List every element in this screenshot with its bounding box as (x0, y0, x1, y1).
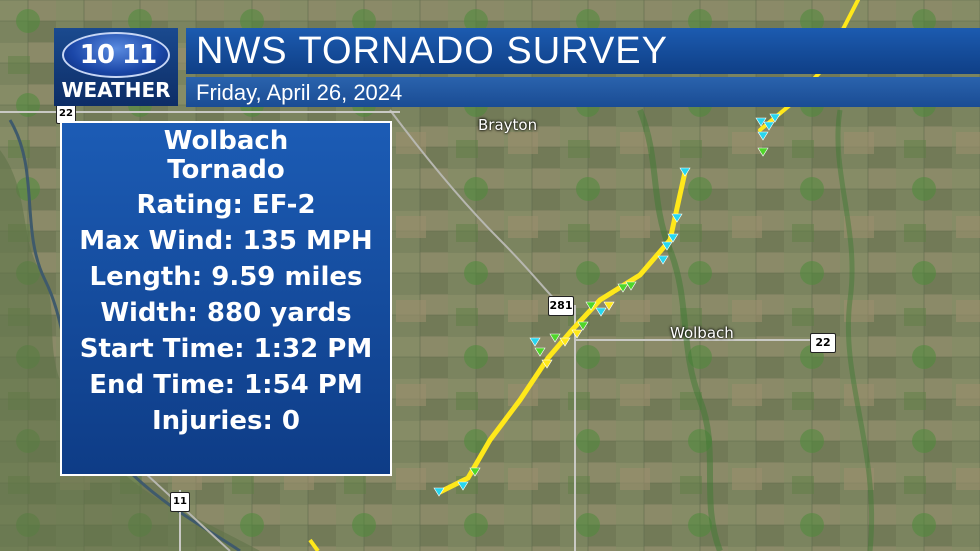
width-text: Width: 880 yards (100, 298, 352, 328)
place-label-wolbach: Wolbach (670, 324, 734, 342)
rating-text: Rating: EF-2 (136, 190, 316, 220)
highway-22-shield-east: 22 (810, 333, 836, 353)
start-time-text: Start Time: 1:32 PM (79, 334, 373, 364)
station-logo: 10 11 WEATHER (54, 28, 178, 106)
tornado-name-line1: Wolbach (163, 126, 289, 156)
place-label-brayton: Brayton (478, 116, 538, 134)
injuries-text: Injuries: 0 (152, 406, 300, 436)
highway-11-shield: 11 (170, 492, 190, 512)
page-title: NWS TORNADO SURVEY (196, 30, 668, 72)
end-time-text: End Time: 1:54 PM (89, 370, 363, 400)
logo-brand: WEATHER (61, 78, 171, 102)
tornado-name-line2: Tornado (167, 155, 285, 185)
survey-date: Friday, April 26, 2024 (196, 80, 403, 105)
max-wind-text: Max Wind: 135 MPH (79, 226, 373, 256)
title-bar: NWS TORNADO SURVEY (186, 28, 980, 74)
highway-281-shield: 281 (548, 296, 574, 316)
damage-markers (433, 113, 781, 497)
date-bar: Friday, April 26, 2024 (186, 77, 980, 107)
tornado-info-panel: Wolbach Tornado Rating: EF-2 Max Wind: 1… (60, 121, 392, 476)
logo-number: 10 11 (79, 40, 157, 70)
logo-oval: 10 11 (62, 32, 170, 78)
length-text: Length: 9.59 miles (89, 262, 363, 292)
